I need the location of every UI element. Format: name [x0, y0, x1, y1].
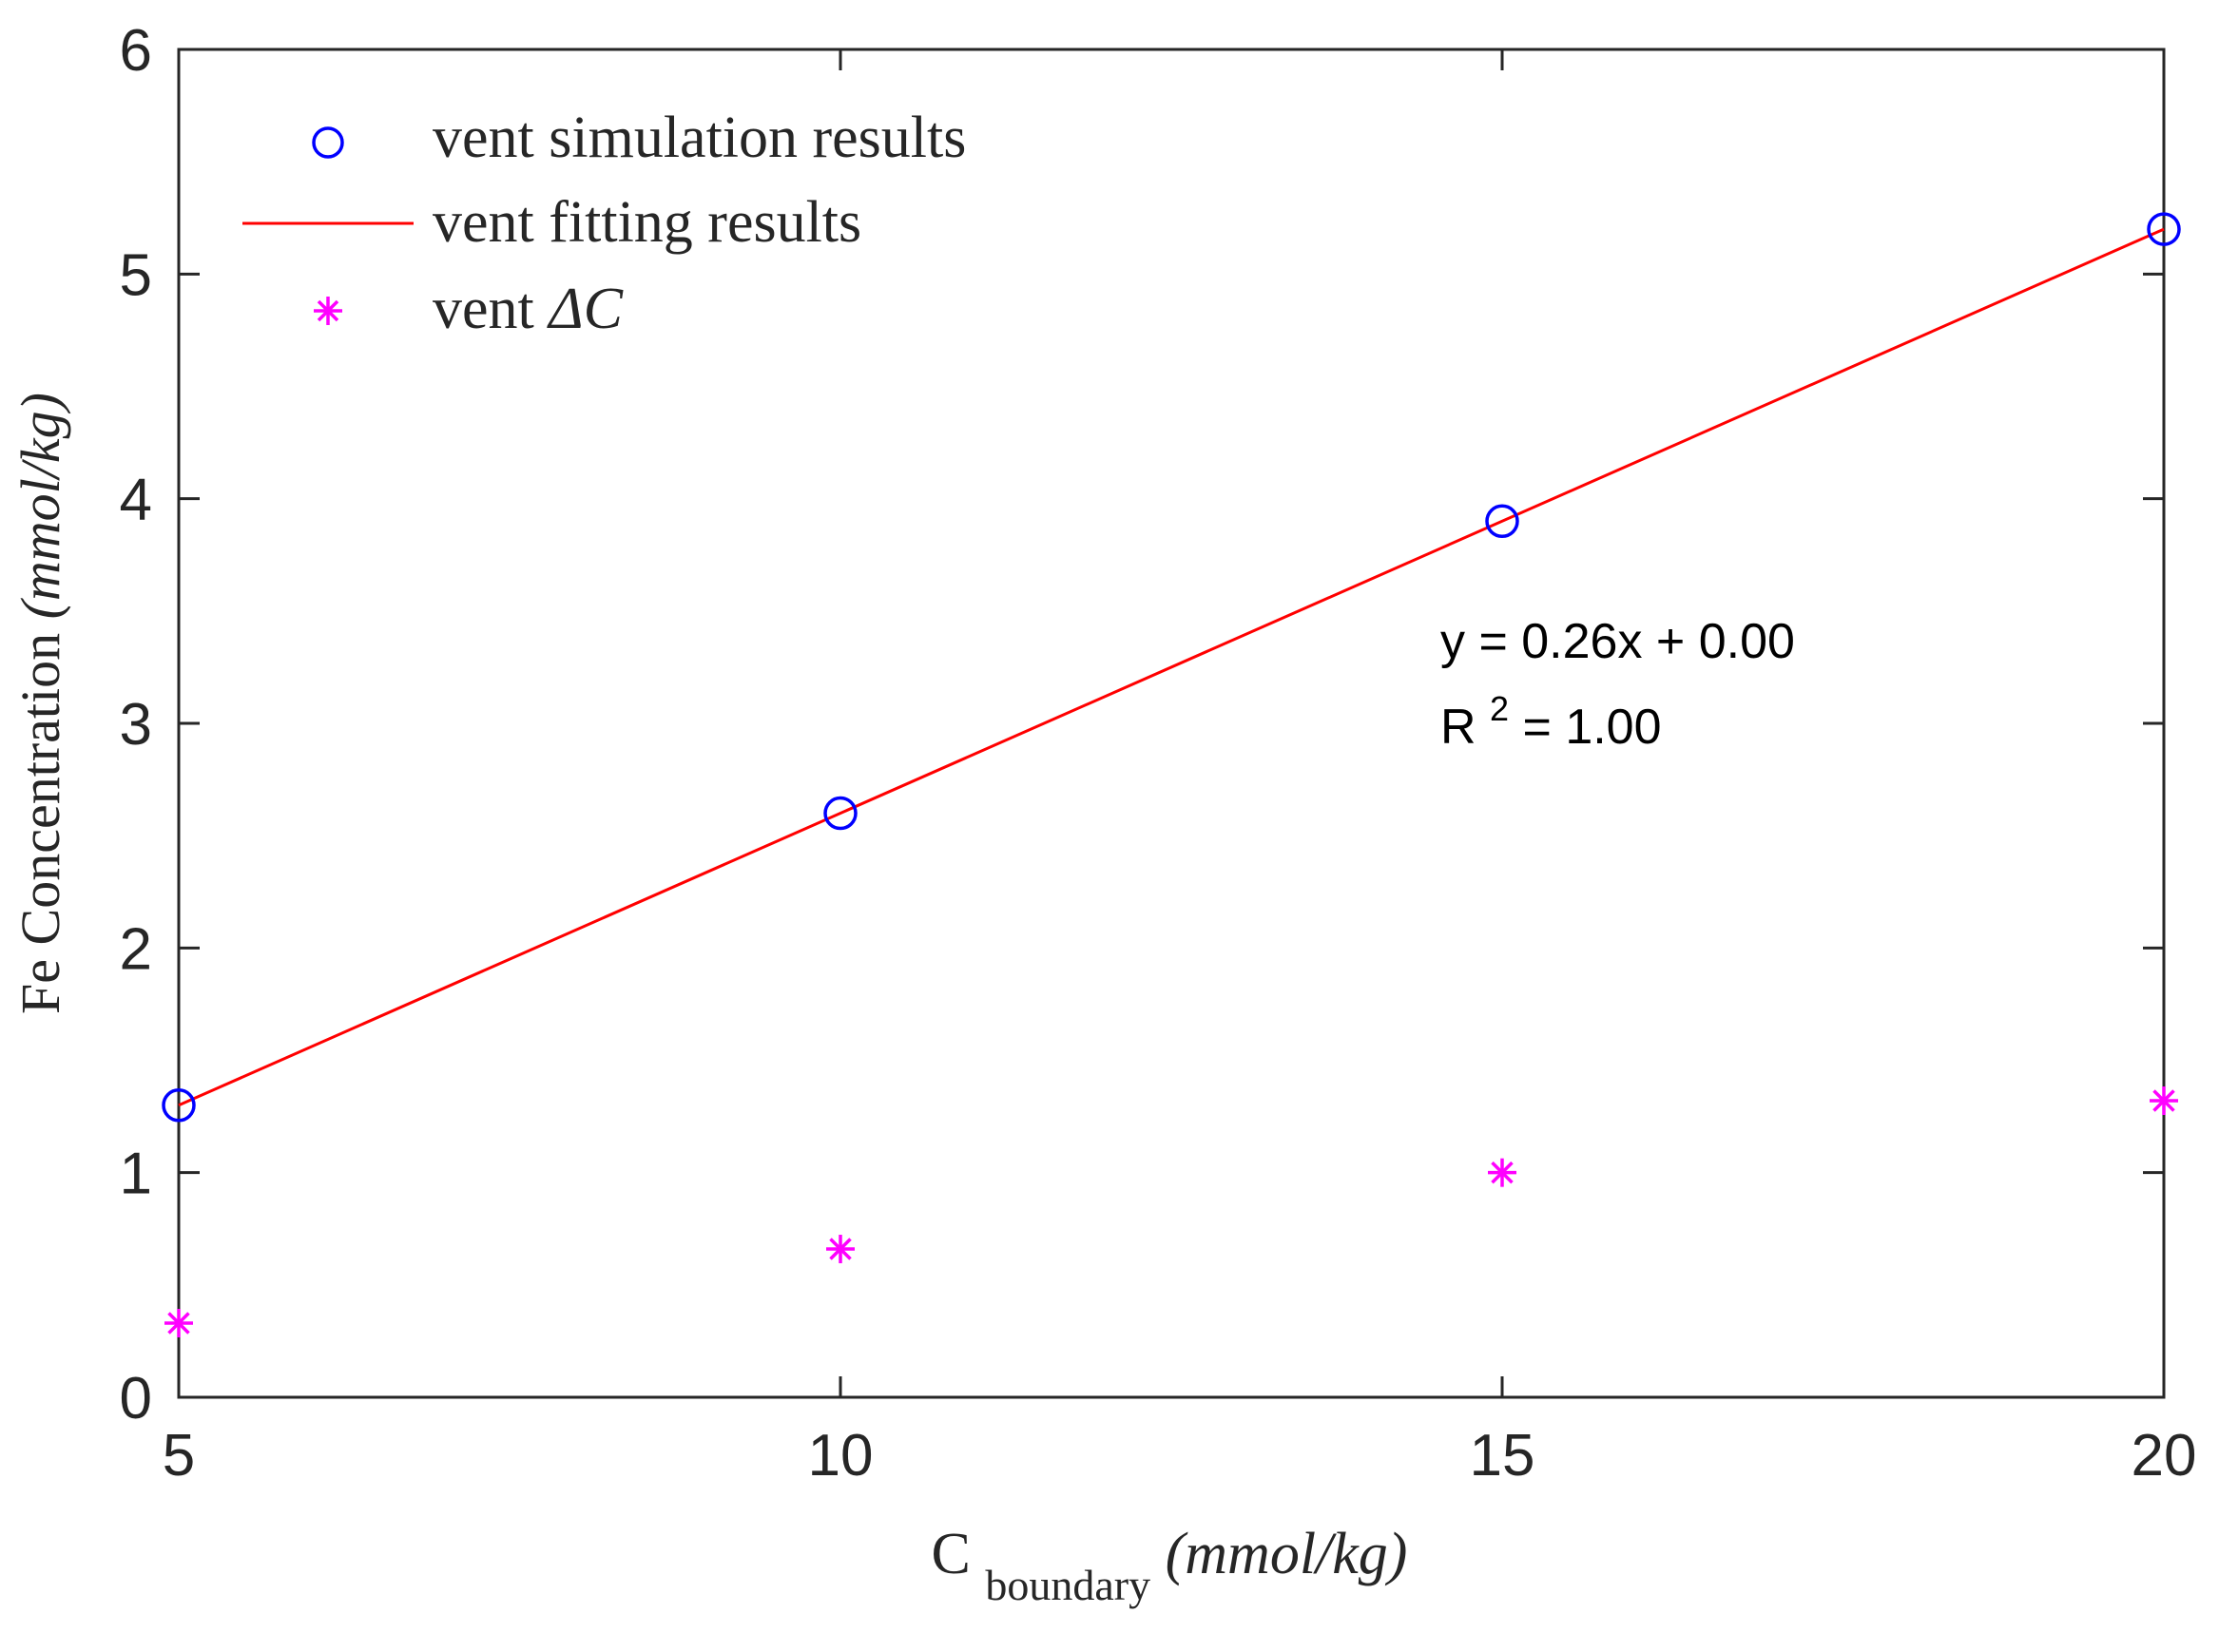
x-axis-label-main: C [932, 1522, 971, 1586]
delta-point [2150, 1086, 2178, 1116]
legend-asterisk-marker [314, 297, 342, 325]
legend-label-fitting: vent fitting results [433, 190, 861, 255]
y-axis-label-unit: (mmol/kg) [10, 393, 71, 619]
simulation-point [162, 1088, 196, 1123]
r-squared-prefix: R [1440, 700, 1476, 755]
x-tick-label: 5 [163, 1423, 195, 1489]
x-tick-label: 15 [1470, 1423, 1535, 1489]
legend-label-delta: vent ΔC [433, 277, 624, 341]
x-tick-label: 20 [2132, 1423, 2197, 1489]
legend-label-delta-symbol: ΔC [546, 277, 623, 341]
y-axis-label-main: Fe Concentration [10, 633, 71, 1014]
simulation-point [2147, 212, 2181, 246]
legend: vent simulation results vent fitting res… [242, 106, 966, 341]
r-squared: R 2 = 1.00 [1440, 677, 1662, 755]
x-tick-label: 10 [808, 1423, 874, 1489]
plot-area [177, 48, 2166, 1399]
y-tick-label: 2 [120, 916, 152, 982]
x-axis-label: C boundary (mmol/kg) [932, 1522, 1408, 1613]
simulation-point [1485, 504, 1519, 539]
y-axis-label: Fe Concentration (mmol/kg) [10, 393, 71, 1014]
delta-point [826, 1235, 855, 1264]
r-squared-sup: 2 [1490, 689, 1509, 728]
y-tick-label: 6 [120, 18, 152, 84]
tick-labels: 5 10 15 20 0 1 2 3 4 5 6 [120, 18, 2197, 1489]
y-tick-label: 4 [120, 468, 152, 533]
legend-label-simulation: vent simulation results [433, 106, 966, 170]
legend-circle-marker [312, 126, 344, 159]
legend-label-delta-prefix: vent [433, 277, 549, 341]
r-squared-value: = 1.00 [1523, 700, 1662, 755]
y-tick-label: 5 [120, 242, 152, 308]
y-tick-label: 0 [120, 1366, 152, 1431]
x-axis-label-subscript: boundary [985, 1561, 1150, 1609]
fit-line [178, 227, 2165, 1107]
axis-ticks [177, 48, 2166, 1399]
fit-equation: y = 0.26x + 0.00 [1440, 614, 1795, 669]
y-tick-label: 3 [120, 692, 152, 758]
series-layer [162, 212, 2181, 1338]
delta-point [164, 1309, 193, 1338]
y-tick-label: 1 [120, 1142, 152, 1207]
simulation-point [823, 796, 858, 831]
delta-point [1488, 1158, 1516, 1187]
x-axis-label-unit: (mmol/kg) [1166, 1522, 1408, 1586]
